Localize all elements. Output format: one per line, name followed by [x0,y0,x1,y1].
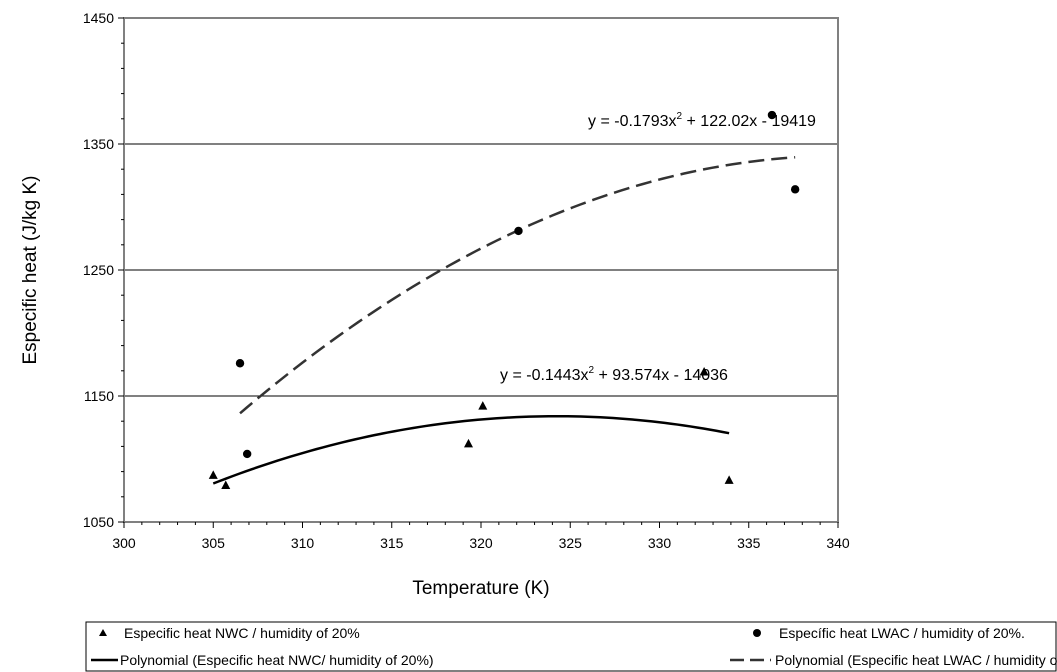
x-tick-label-300: 300 [112,535,136,551]
equation-lwac: y = -0.1793x2 + 122.02x - 19419 [588,111,816,130]
grid-lines [124,143,838,397]
point-nwc-1 [221,480,231,489]
legend-marker-nwc [99,629,107,636]
point-nwc-3 [478,401,488,410]
data-points [208,110,800,489]
x-tick-label-310: 310 [291,535,315,551]
x-axis-title: Temperature (K) [412,578,549,599]
y-axis-title: Especific heat (J/kg K) [20,175,41,364]
y-tick-label-1150: 1150 [84,388,114,404]
equation-nwc: y = -0.1443x2 + 93.574x - 14036 [500,365,728,384]
point-nwc-5 [724,475,734,484]
x-tick-label-335: 335 [737,535,761,551]
legend-box [85,621,1057,672]
legend: Especific heat NWC / humidity of 20% Esp… [85,621,1057,672]
x-tick-label-325: 325 [559,535,583,551]
point-lwac-3 [767,110,777,120]
point-nwc-2 [464,438,474,448]
legend-label-nwc: Especific heat NWC / humidity of 20% [124,625,360,641]
legend-label-trend-lwac: Polynomial (Especific heat LWAC / humidi… [775,652,1057,668]
legend-marker-lwac [753,629,761,637]
legend-label-lwac: Específic heat LWAC / humidity of 20%. [779,625,1025,641]
trendlines [212,156,796,485]
point-lwac-4 [790,185,800,194]
x-tick-label-340: 340 [826,535,850,551]
point-lwac-1 [242,449,252,459]
point-nwc-4 [699,367,709,376]
x-tick-label-315: 315 [380,535,404,551]
trendline-nwc [212,414,730,485]
point-lwac-0 [235,359,245,368]
y-tick-label-1450: 1450 [83,10,114,26]
y-tick-label-1250: 1250 [83,262,114,278]
x-tick-label-305: 305 [202,535,226,551]
axes: 1050 1150 1250 1350 1450 300 305 310 315 320 325 33… [83,10,850,551]
y-tick-label-1350: 1350 [83,136,114,152]
y-tick-label-1050: 1050 [83,514,114,530]
x-tick-label-330: 330 [648,535,672,551]
point-nwc-0 [208,470,218,479]
legend-label-trend-nwc: Polynomial (Especific heat NWC/ humidity… [120,652,434,668]
x-tick-label-320: 320 [469,535,493,551]
point-lwac-2 [514,226,523,236]
